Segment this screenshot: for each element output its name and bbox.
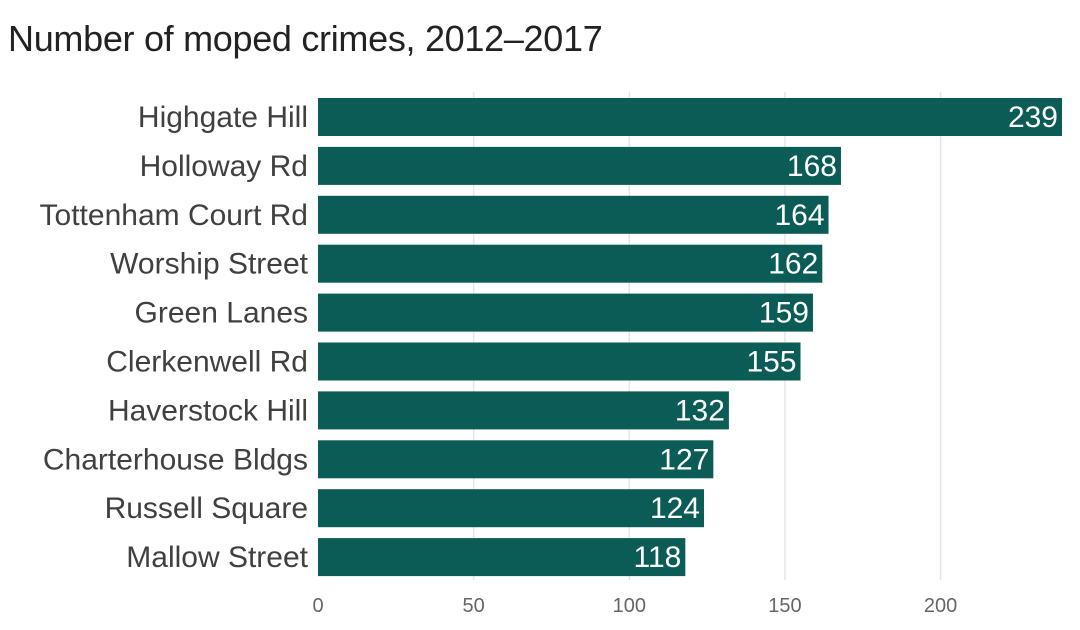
bar — [318, 244, 823, 283]
bar — [318, 98, 1062, 136]
value-label: 124 — [650, 492, 700, 525]
bar — [318, 342, 801, 381]
x-axis: 0 50 100 150 200 — [312, 595, 957, 617]
bar — [318, 391, 729, 430]
x-tick-label: 200 — [924, 595, 957, 617]
x-tick-label: 50 — [463, 595, 485, 617]
category-label: Holloway Rd — [140, 150, 308, 183]
category-label: Worship Street — [110, 248, 309, 281]
x-tick-label: 100 — [613, 595, 646, 617]
x-tick-label: 150 — [768, 595, 801, 617]
bars — [318, 98, 1062, 577]
value-label: 239 — [1008, 101, 1058, 134]
value-label: 159 — [759, 297, 809, 330]
value-label: 118 — [634, 541, 682, 574]
value-label: 127 — [659, 443, 709, 476]
bar — [318, 195, 829, 234]
chart-title: Number of moped crimes, 2012–2017 — [8, 18, 603, 59]
bar — [318, 538, 686, 577]
value-label: 164 — [774, 199, 824, 232]
value-label: 168 — [787, 150, 837, 183]
bar — [318, 489, 705, 528]
category-label: Russell Square — [105, 492, 308, 525]
value-label: 162 — [768, 248, 818, 281]
bar — [318, 293, 813, 332]
value-label: 155 — [746, 346, 796, 379]
category-label: Haverstock Hill — [108, 394, 308, 427]
bar — [318, 146, 841, 185]
category-label: Charterhouse Bldgs — [43, 443, 308, 476]
category-label: Tottenham Court Rd — [40, 199, 308, 232]
category-label: Highgate Hill — [138, 101, 308, 134]
x-tick-label: 0 — [312, 595, 323, 617]
labels: Highgate Hill 239 Holloway Rd 168 Tottenham … — [40, 101, 1058, 574]
category-label: Mallow Street — [126, 541, 308, 574]
bar — [318, 440, 714, 479]
category-label: Green Lanes — [135, 297, 308, 330]
value-label: 132 — [675, 394, 725, 427]
category-label: Clerkenwell Rd — [106, 346, 308, 379]
